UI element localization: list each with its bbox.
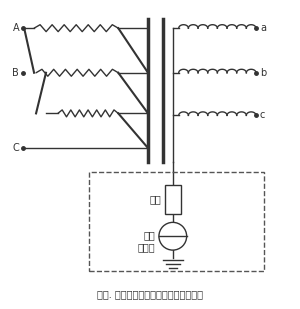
Circle shape [159, 222, 187, 250]
Text: 电阵: 电阵 [149, 195, 161, 205]
Text: 电流
互感器: 电流 互感器 [137, 231, 155, 252]
Text: B: B [13, 68, 19, 78]
Text: C: C [13, 143, 19, 153]
Text: 图一. 变压器中性点接地电阵笱工作原理: 图一. 变压器中性点接地电阵笱工作原理 [97, 289, 203, 299]
Text: A: A [13, 23, 19, 33]
Text: c: c [260, 110, 265, 121]
Text: b: b [260, 68, 266, 78]
Text: a: a [260, 23, 266, 33]
Bar [165, 185, 181, 214]
